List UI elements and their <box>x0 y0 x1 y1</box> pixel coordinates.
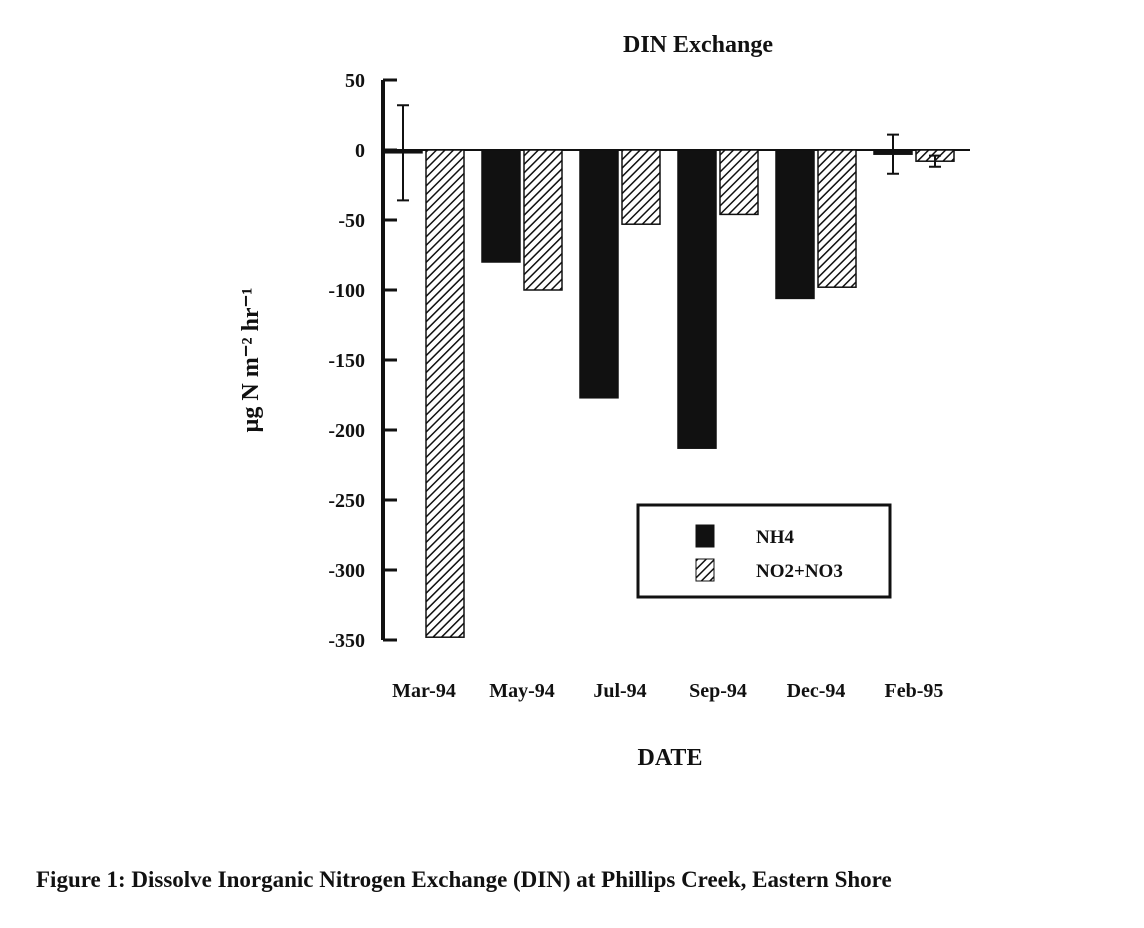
y-tick-label: -100 <box>328 280 365 302</box>
error-bar <box>887 133 899 175</box>
legend-label: NO2+NO3 <box>756 561 843 582</box>
error-bar <box>397 104 409 202</box>
bar <box>775 149 815 300</box>
bar <box>579 149 619 399</box>
figure-caption: Figure 1: Dissolve Inorganic Nitrogen Ex… <box>36 867 892 892</box>
bar <box>481 149 521 263</box>
bar <box>677 149 717 449</box>
y-tick-label: -300 <box>328 560 365 582</box>
y-tick-label: -200 <box>328 420 365 442</box>
y-tick-label: -250 <box>328 490 365 512</box>
legend-box <box>636 503 892 599</box>
x-tick-label: Dec-94 <box>787 680 846 702</box>
x-axis-label: DATE <box>638 745 703 771</box>
bar <box>817 149 857 288</box>
y-tick-label: -150 <box>328 350 365 372</box>
y-tick-label: -50 <box>338 210 365 232</box>
legend-swatch <box>695 524 715 548</box>
x-tick-label: Mar-94 <box>392 680 456 702</box>
y-tick-label: -350 <box>328 630 365 652</box>
bar <box>425 149 465 638</box>
bar <box>719 149 759 216</box>
y-axis-label: µg N m⁻² hr⁻¹ <box>238 288 264 433</box>
x-tick-label: Sep-94 <box>689 680 747 702</box>
x-tick-label: May-94 <box>489 680 555 702</box>
y-tick-label: 0 <box>355 140 365 162</box>
legend-label: NH4 <box>756 527 795 548</box>
bar <box>621 149 661 225</box>
chart-title: DIN Exchange <box>623 32 773 58</box>
x-tick-label: Jul-94 <box>593 680 646 702</box>
legend-swatch <box>695 558 715 582</box>
bar <box>523 149 563 291</box>
error-bar <box>929 154 941 168</box>
y-tick-label: 50 <box>345 70 365 92</box>
x-tick-label: Feb-95 <box>885 680 944 702</box>
